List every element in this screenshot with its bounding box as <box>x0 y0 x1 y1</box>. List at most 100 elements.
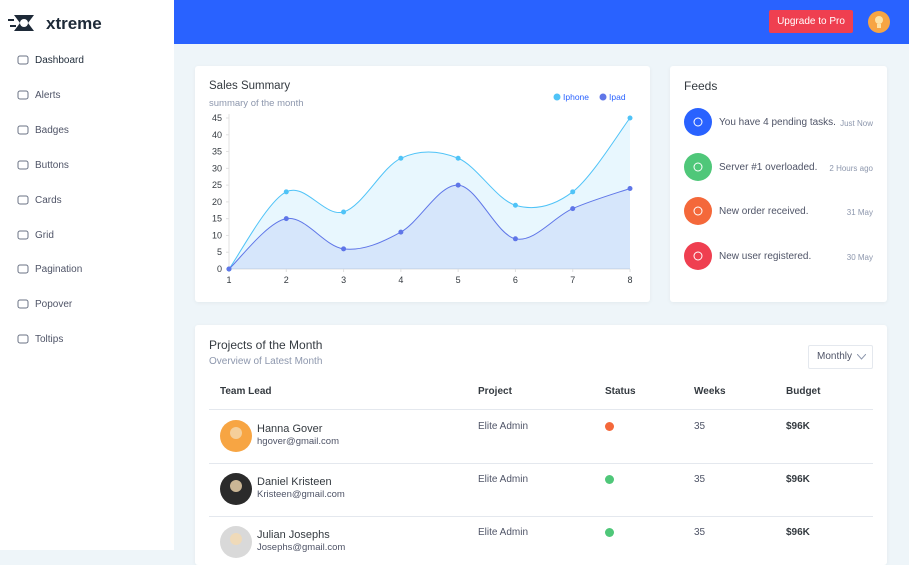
feed-text: New user registered. <box>719 251 812 263</box>
projects-card: Projects of the Month Overview of Latest… <box>195 325 887 565</box>
data-point <box>570 206 576 212</box>
nav-icon-shape <box>17 125 29 135</box>
brand: xtreme <box>46 14 102 33</box>
feed-icon-bg <box>684 152 712 181</box>
feed-icon <box>684 197 712 226</box>
nav-icon <box>17 160 29 170</box>
nav-icon-shape <box>17 160 29 170</box>
filter-label: Monthly <box>817 351 853 362</box>
feed-text: You have 4 pending tasks. <box>719 117 836 128</box>
nav-icon <box>17 299 29 309</box>
weeks: 35 <box>694 421 706 432</box>
series-line <box>228 184 631 270</box>
data-point <box>627 185 633 191</box>
nav-label: Badges <box>35 124 69 136</box>
data-point <box>455 182 461 188</box>
nav-icon-shape <box>17 264 29 274</box>
feed-time: 2 Hours ago <box>829 163 873 173</box>
nav-label: Toltips <box>35 334 64 346</box>
data-point <box>627 115 633 121</box>
feeds-card: Feeds You have 4 pending tasks. Just Now S… <box>670 66 887 302</box>
y-tick-label: 25 <box>212 180 222 190</box>
feed-icon-glyph <box>693 162 703 172</box>
logo-icon <box>8 15 34 31</box>
feed-time: 30 May <box>846 253 873 263</box>
status-dot <box>605 528 614 537</box>
nav-label: Dashboard <box>35 55 84 66</box>
data-point <box>512 202 518 208</box>
nav-icon-shape <box>17 90 29 100</box>
data-point <box>226 266 232 272</box>
nav-icon <box>17 90 29 100</box>
nav-icon <box>17 264 29 274</box>
avatar-face <box>230 533 242 545</box>
data-point <box>570 189 576 195</box>
upgrade-button[interactable]: Upgrade to Pro <box>769 10 853 33</box>
project: Elite Admin <box>478 421 529 432</box>
nav-icon <box>17 230 29 239</box>
nav-item[interactable]: Buttons <box>0 149 174 183</box>
y-tick-label: 30 <box>212 163 222 173</box>
chart-title: Sales Summary <box>209 80 290 92</box>
table-header: Weeks <box>694 386 726 397</box>
nav-item[interactable]: Toltips <box>0 323 174 357</box>
x-tick-label: 8 <box>627 275 632 285</box>
table-divider <box>209 409 873 410</box>
lead-name: Julian Josephs <box>257 529 330 541</box>
project: Elite Admin <box>478 474 529 485</box>
nav-item[interactable]: Pagination <box>0 253 174 287</box>
sidebar: xtreme Dashboard Alerts Badges Buttons Cards… <box>0 0 174 550</box>
row-divider <box>209 516 873 517</box>
nav-item[interactable]: Alerts <box>0 79 174 113</box>
status-dot <box>605 475 614 484</box>
feeds-title: Feeds <box>684 79 718 93</box>
avatar-face <box>230 427 242 439</box>
feed-text: Server #1 overloaded. <box>719 161 818 173</box>
lead-name: Daniel Kristeen <box>257 476 332 488</box>
x-tick-label: 2 <box>284 275 289 285</box>
x-tick-label: 5 <box>456 275 461 285</box>
nav-icon <box>17 125 29 135</box>
y-tick-label: 0 <box>217 264 222 274</box>
nav-icon-shape <box>17 299 29 309</box>
nav-icon-shape <box>17 334 29 344</box>
y-tick-label: 45 <box>212 113 222 123</box>
lead-email: Josephs@gmail.com <box>257 542 346 553</box>
lead-name: Hanna Gover <box>257 423 323 435</box>
feed-icon-bg <box>684 108 712 136</box>
nav-item[interactable]: Badges <box>0 114 174 148</box>
nav-icon <box>17 55 29 65</box>
nav-item[interactable]: Dashboard <box>0 44 174 78</box>
lead-email: Kristeen@gmail.com <box>257 489 345 500</box>
nav-label: Cards <box>35 194 62 206</box>
nav-label: Popover <box>35 299 73 311</box>
nav-item[interactable]: Cards <box>0 184 174 218</box>
weeks: 35 <box>694 474 706 485</box>
data-point <box>341 246 347 252</box>
table-header: Team Lead <box>220 386 272 397</box>
avatar <box>220 526 252 558</box>
nav-label: Grid <box>35 229 54 241</box>
legend-dot <box>553 93 561 101</box>
legend-dot <box>599 93 607 101</box>
feed-text: New order received. <box>719 206 809 218</box>
feed-icon <box>684 152 712 181</box>
user-avatar[interactable] <box>868 11 890 33</box>
nav-item[interactable]: Popover <box>0 288 174 322</box>
projects-subtitle: Overview of Latest Month <box>209 356 323 367</box>
data-point <box>512 236 518 242</box>
nav-icon <box>17 334 29 344</box>
feed-icon <box>684 108 712 136</box>
feed-icon-glyph <box>693 206 703 216</box>
data-point <box>283 189 289 195</box>
filter-dropdown[interactable]: Monthly <box>808 345 873 369</box>
avatar <box>220 473 252 505</box>
budget: $96K <box>786 421 810 432</box>
data-point <box>398 155 404 161</box>
feed-icon-bg <box>684 242 712 271</box>
weeks: 35 <box>694 527 706 538</box>
projects-title: Projects of the Month <box>209 338 323 352</box>
nav-item[interactable]: Grid <box>0 219 174 253</box>
